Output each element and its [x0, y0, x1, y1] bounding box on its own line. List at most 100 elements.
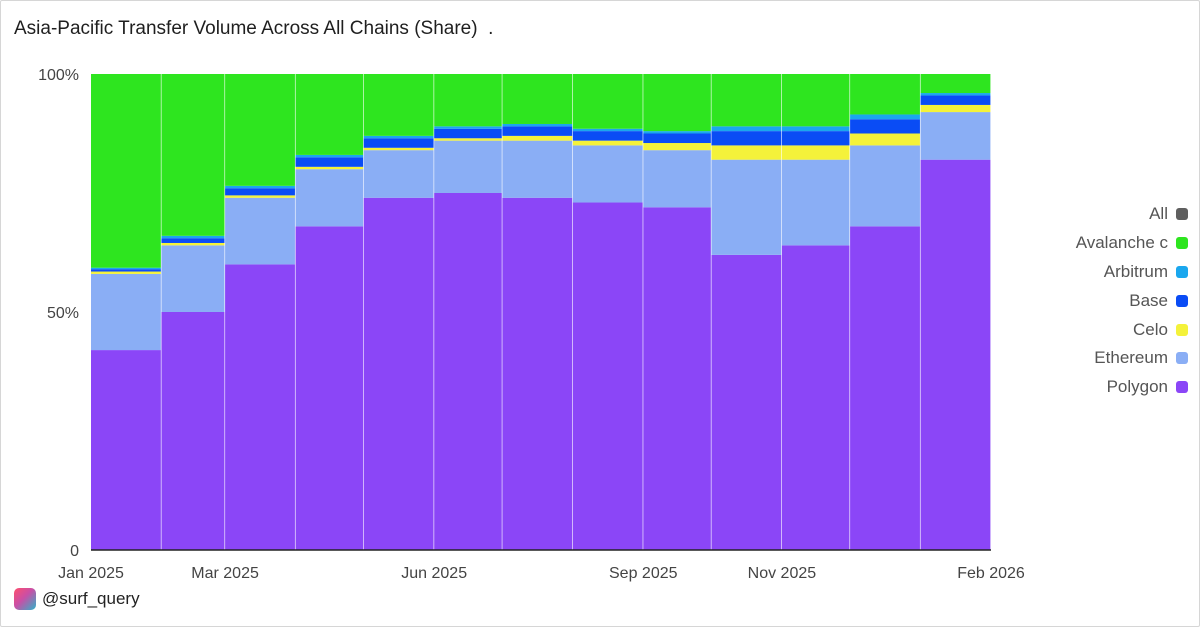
bar-segment-avalanche-c-2026-01 — [920, 74, 991, 94]
legend-swatch-icon — [1176, 237, 1188, 250]
bar-segment-ethereum-2025-05 — [363, 150, 434, 198]
bar-segment-polygon-2025-12 — [850, 226, 920, 550]
y-tick-label: 0 — [70, 543, 79, 560]
bar-segment-arbitrum-2025-12 — [850, 114, 920, 120]
bar-segment-base-2025-10 — [711, 131, 782, 146]
bar-segment-base-2025-06 — [434, 128, 502, 139]
legend-item-celo[interactable]: Celo — [1133, 315, 1188, 344]
legend-swatch-icon — [1176, 294, 1188, 307]
bar-segment-ethereum-2025-07 — [502, 140, 573, 198]
bar-segment-polygon-2025-05 — [363, 197, 434, 550]
bars-layer — [91, 74, 991, 551]
bar-segment-polygon-2025-07 — [502, 197, 573, 550]
legend-label: Ethereum — [1094, 348, 1168, 368]
legend-label: Arbitrum — [1103, 261, 1168, 281]
bar-segment-base-2026-01 — [920, 95, 991, 105]
bar-segment-avalanche-c-2025-08 — [572, 74, 643, 129]
legend-item-all[interactable]: All — [1149, 200, 1188, 229]
bar-segment-arbitrum-2025-05 — [363, 135, 434, 139]
bar-segment-base-2025-09 — [643, 133, 711, 144]
bar-segment-avalanche-c-2025-10 — [711, 74, 782, 127]
bar-segment-ethereum-2025-09 — [643, 150, 711, 208]
legend-swatch-icon — [1176, 208, 1188, 221]
bar-segment-base-2025-04 — [295, 157, 364, 167]
bar-segment-base-2025-07 — [502, 126, 573, 136]
bar-segment-arbitrum-2025-01 — [91, 267, 161, 270]
bar-segment-polygon-2025-11 — [781, 245, 850, 551]
surf-logo-icon — [14, 588, 36, 610]
bar-segment-ethereum-2025-11 — [781, 159, 850, 246]
chart-legend: All Avalanche c Arbitrum Base Celo Ethereum Po… — [1076, 200, 1188, 402]
chart-title: Asia-Pacific Transfer Volume Across All … — [14, 18, 494, 39]
bar-segment-celo-2026-01 — [920, 104, 991, 113]
bar-segment-base-2025-12 — [850, 119, 920, 134]
bar-segment-polygon-2025-04 — [295, 226, 364, 550]
legend-swatch-icon — [1176, 352, 1188, 365]
bar-segment-base-2025-11 — [781, 131, 850, 146]
legend-swatch-icon — [1176, 381, 1188, 394]
x-tick-label: Jun 2025 — [401, 565, 467, 582]
bar-segment-avalanche-c-2025-07 — [502, 74, 573, 124]
bar-segment-arbitrum-2025-08 — [572, 128, 643, 132]
bar-segment-arbitrum-2025-07 — [502, 123, 573, 127]
bar-segment-ethereum-2025-06 — [434, 140, 502, 193]
legend-label: Celo — [1133, 319, 1168, 339]
legend-label: Base — [1129, 290, 1168, 310]
axes-layer: 0 50% 100% Jan 2025 Mar 2025 Jun 2025 Sep 2025… — [38, 67, 1025, 582]
bar-segment-arbitrum-2026-01 — [920, 93, 991, 96]
bar-segment-polygon-2025-09 — [643, 207, 711, 550]
bar-segment-ethereum-2025-12 — [850, 145, 920, 227]
legend-item-ethereum[interactable]: Ethereum — [1094, 344, 1188, 373]
bar-segment-polygon-2025-08 — [572, 202, 643, 550]
bar-segment-base-2025-03 — [225, 188, 295, 196]
legend-item-avalanche-c[interactable]: Avalanche c — [1076, 229, 1188, 258]
bar-segment-base-2025-02 — [161, 238, 225, 243]
brand-footer: @surf_query — [14, 588, 140, 610]
bar-segment-celo-2025-02 — [161, 242, 225, 246]
bar-segment-celo-2025-10 — [711, 145, 782, 160]
bar-segment-celo-2025-05 — [363, 147, 434, 151]
bar-segment-celo-2025-08 — [572, 140, 643, 146]
bar-segment-celo-2025-12 — [850, 133, 920, 146]
bar-segment-ethereum-2026-01 — [920, 112, 991, 160]
bar-segment-celo-2025-04 — [295, 166, 364, 170]
bar-segment-polygon-2025-10 — [711, 254, 782, 550]
bar-segment-arbitrum-2025-02 — [161, 235, 225, 239]
bar-segment-ethereum-2025-01 — [91, 273, 161, 351]
bar-segment-avalanche-c-2025-11 — [781, 74, 850, 127]
bar-segment-avalanche-c-2025-09 — [643, 74, 711, 132]
legend-label: Avalanche c — [1075, 233, 1168, 253]
bar-segment-avalanche-c-2025-03 — [225, 74, 295, 186]
bar-segment-celo-2025-09 — [643, 143, 711, 151]
x-tick-label: Mar 2025 — [191, 565, 259, 582]
legend-label: All — [1149, 204, 1168, 224]
bar-segment-polygon-2026-01 — [920, 159, 991, 550]
bar-segment-ethereum-2025-10 — [711, 159, 782, 255]
bar-segment-avalanche-c-2025-04 — [295, 74, 364, 155]
bar-segment-arbitrum-2025-03 — [225, 185, 295, 189]
legend-item-base[interactable]: Base — [1129, 286, 1188, 315]
bar-segment-avalanche-c-2025-06 — [434, 74, 502, 127]
x-tick-label: Feb 2026 — [957, 565, 1025, 582]
legend-item-polygon[interactable]: Polygon — [1107, 373, 1188, 402]
legend-label: Polygon — [1106, 377, 1168, 397]
bar-segment-arbitrum-2025-09 — [643, 131, 711, 134]
y-tick-label: 100% — [38, 67, 79, 84]
brand-handle: @surf_query — [42, 589, 140, 608]
x-tick-label: Sep 2025 — [609, 565, 678, 582]
bar-segment-celo-2025-01 — [91, 271, 161, 274]
legend-swatch-icon — [1176, 323, 1188, 336]
bar-segment-avalanche-c-2025-02 — [161, 74, 225, 236]
bar-segment-base-2025-01 — [91, 269, 161, 272]
x-tick-label: Jan 2025 — [58, 565, 124, 582]
legend-item-arbitrum[interactable]: Arbitrum — [1104, 258, 1188, 287]
bar-segment-arbitrum-2025-06 — [434, 126, 502, 129]
bar-segment-arbitrum-2025-10 — [711, 126, 782, 132]
bar-segment-celo-2025-07 — [502, 135, 573, 141]
bar-segment-polygon-2025-03 — [225, 264, 295, 550]
x-tick-label: Nov 2025 — [748, 565, 817, 582]
bar-segment-polygon-2025-02 — [161, 312, 225, 550]
bar-segment-base-2025-05 — [363, 138, 434, 148]
legend-swatch-icon — [1176, 265, 1188, 278]
